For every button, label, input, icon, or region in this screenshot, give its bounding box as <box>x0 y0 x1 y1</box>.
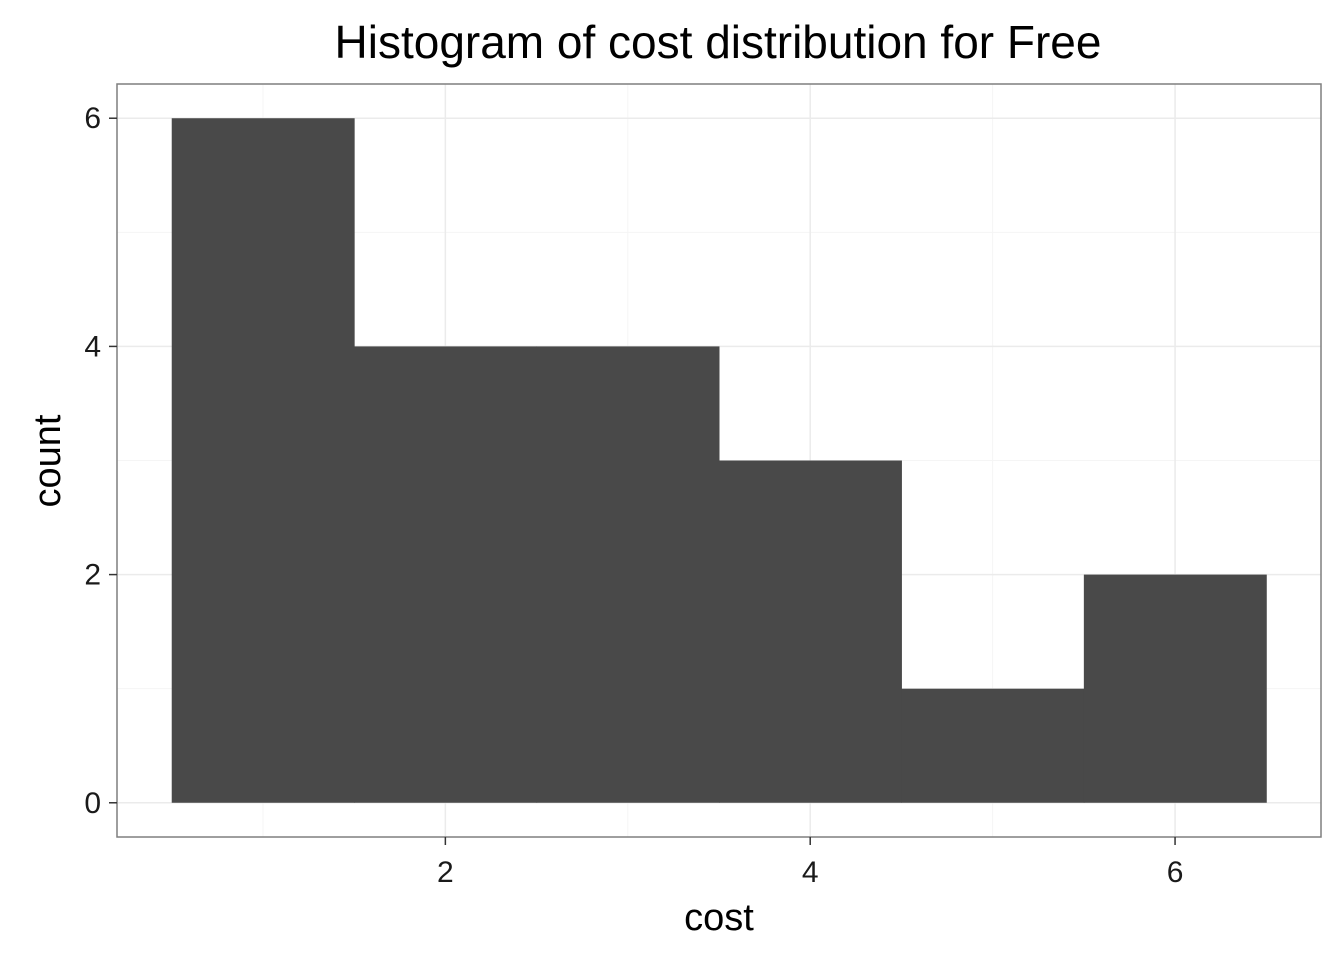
histogram-bar <box>1083 574 1267 803</box>
y-axis-title: count <box>27 414 69 507</box>
y-tick-label: 4 <box>84 330 101 363</box>
histogram-bars <box>171 118 1267 803</box>
x-axis-ticks: 2 4 6 <box>437 837 1183 889</box>
histogram-bar <box>536 346 720 803</box>
y-tick-label: 0 <box>84 787 101 820</box>
histogram-bar <box>171 118 355 803</box>
panel-border <box>116 83 1322 838</box>
x-tick-label: 4 <box>802 856 819 889</box>
histogram-bar <box>719 460 902 803</box>
chart-title: Histogram of cost distribution for Free <box>335 16 1102 68</box>
y-tick-label: 6 <box>84 102 101 135</box>
histogram-bar <box>901 688 1085 803</box>
x-tick-label: 2 <box>437 856 454 889</box>
x-axis-title: cost <box>684 897 754 939</box>
x-tick-label: 6 <box>1167 856 1184 889</box>
y-tick-label: 2 <box>84 559 101 592</box>
y-axis-ticks: 0 2 4 6 <box>84 102 117 820</box>
histogram-bar <box>354 346 538 803</box>
